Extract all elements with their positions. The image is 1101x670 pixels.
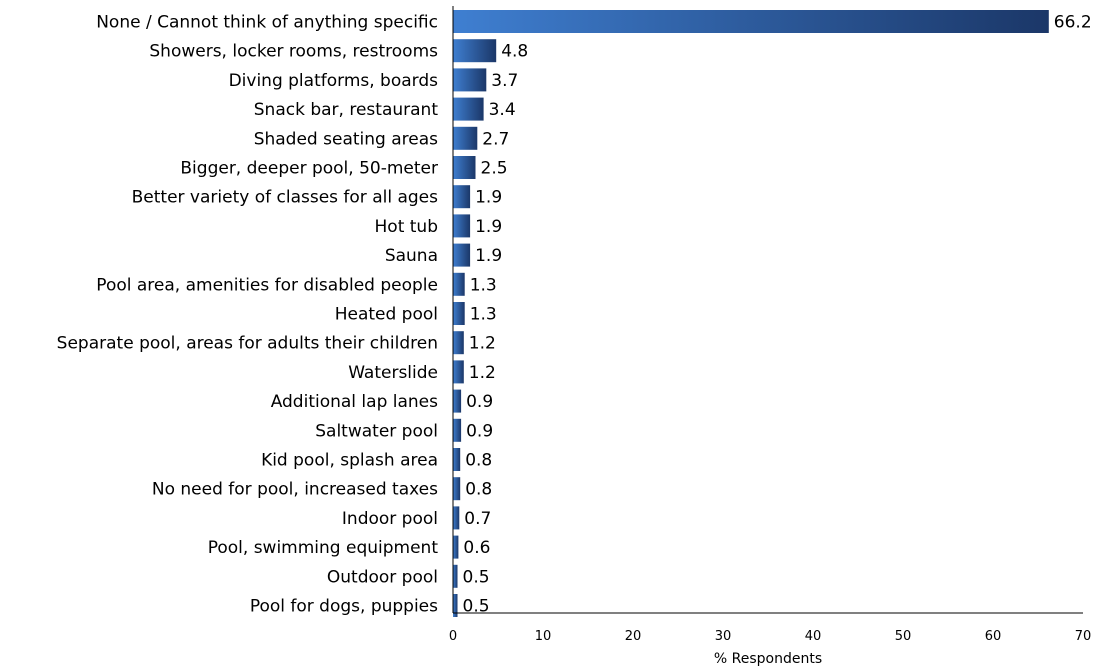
x-tick-label: 40 — [805, 629, 822, 644]
bar — [453, 185, 471, 209]
bar-value-label: 2.5 — [481, 159, 508, 179]
category-label: None / Cannot think of anything specific — [96, 13, 438, 33]
bar-value-label: 4.8 — [501, 42, 528, 62]
bar-value-label: 0.5 — [463, 597, 490, 617]
bar-value-label: 0.9 — [466, 421, 493, 441]
bar-value-label: 1.9 — [475, 188, 502, 208]
bar — [453, 126, 478, 150]
bar — [453, 477, 461, 501]
bar — [453, 448, 461, 471]
bar-value-label: 0.6 — [463, 538, 490, 558]
category-label: Hot tub — [375, 217, 438, 237]
category-label: Pool, swimming equipment — [208, 538, 439, 558]
bar — [453, 39, 497, 63]
x-tick-label: 30 — [715, 629, 732, 644]
category-label: Shaded seating areas — [254, 129, 438, 149]
bar — [453, 564, 458, 588]
value-labels-group: 66.2 4.8 3.7 3.4 2.7 2.5 1.9 1.9 1.9 1.3 1.3 1.2 1.2… — [463, 13, 1092, 617]
bar-value-label: 3.4 — [489, 100, 516, 120]
bar-value-label: 1.2 — [469, 334, 496, 354]
category-labels-group: None / Cannot think of anything specific… — [57, 13, 439, 617]
category-label: Sauna — [385, 246, 438, 266]
category-label: Better variety of classes for all ages — [132, 188, 439, 208]
bar — [453, 535, 459, 559]
x-tick-label: 60 — [985, 629, 1002, 644]
x-tick-label: 70 — [1075, 629, 1092, 644]
bar-value-label: 1.3 — [470, 305, 497, 325]
category-label: Separate pool, areas for adults their ch… — [57, 334, 438, 354]
category-label: Bigger, deeper pool, 50-meter — [180, 159, 438, 179]
bar — [453, 243, 471, 267]
bar — [453, 389, 462, 413]
bar — [453, 10, 1049, 33]
bar-value-label: 1.2 — [469, 363, 496, 383]
category-label: Outdoor pool — [327, 567, 438, 587]
category-label: Waterslide — [348, 363, 438, 383]
category-label: Pool area, amenities for disabled people — [96, 275, 438, 295]
bar-value-label: 3.7 — [491, 71, 518, 91]
x-tick-label: 10 — [535, 629, 552, 644]
x-tick-label: 20 — [625, 629, 642, 644]
bar — [453, 97, 484, 121]
category-label: Diving platforms, boards — [229, 71, 439, 91]
x-tick-labels-group: 0 10 20 30 40 50 60 70 — [449, 629, 1091, 644]
bars-group — [453, 10, 1049, 617]
bar-value-label: 1.9 — [475, 217, 502, 237]
bar-value-label: 66.2 — [1054, 13, 1092, 33]
x-tick-label: 0 — [449, 629, 457, 644]
bar — [453, 418, 462, 442]
category-label: No need for pool, increased taxes — [152, 480, 438, 500]
bar-value-label: 0.7 — [464, 509, 491, 529]
bar — [453, 214, 471, 238]
bar — [453, 360, 464, 384]
bar-value-label: 0.8 — [465, 480, 492, 500]
x-axis-title: % Respondents — [714, 651, 822, 667]
bar-value-label: 0.9 — [466, 392, 493, 412]
category-label: Showers, locker rooms, restrooms — [149, 42, 438, 62]
bar — [453, 331, 464, 355]
bar-value-label: 1.3 — [470, 275, 497, 295]
bar-value-label: 0.8 — [465, 451, 492, 471]
category-label: Heated pool — [335, 305, 438, 325]
bar-value-label: 1.9 — [475, 246, 502, 266]
bar-value-label: 0.5 — [463, 567, 490, 587]
x-tick-label: 50 — [895, 629, 912, 644]
bar — [453, 506, 460, 530]
bar — [453, 594, 458, 617]
category-label: Saltwater pool — [315, 421, 438, 441]
category-label: Kid pool, splash area — [261, 451, 438, 471]
category-label: Additional lap lanes — [271, 392, 438, 412]
bar-value-label: 2.7 — [482, 129, 509, 149]
category-label: Pool for dogs, puppies — [250, 597, 438, 617]
category-label: Indoor pool — [342, 509, 438, 529]
category-label: Snack bar, restaurant — [254, 100, 439, 120]
bar — [453, 302, 465, 325]
bar — [453, 272, 465, 296]
bar — [453, 68, 487, 92]
bar — [453, 156, 476, 179]
